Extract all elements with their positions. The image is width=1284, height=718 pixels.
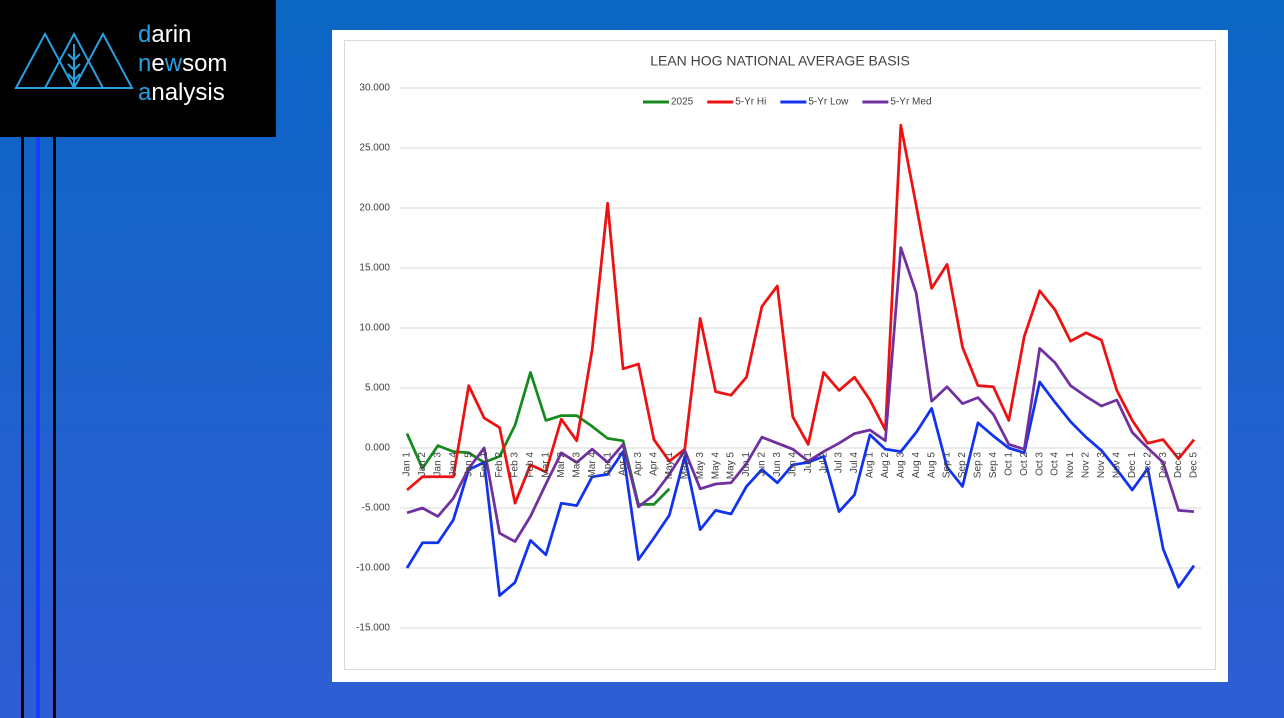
y-tick-label: 20.000 (359, 203, 390, 214)
x-tick-label: Jan 4 (448, 452, 459, 477)
y-tick-label: 30.000 (359, 83, 390, 94)
y-tick-label: -10.000 (356, 563, 390, 574)
x-tick-label: Jul 1 (803, 452, 814, 474)
logo-segment: arin (151, 21, 191, 48)
x-tick-label: Sep 3 (973, 452, 984, 479)
y-tick-label: 25.000 (359, 143, 390, 154)
x-tick-label: Jan 1 (402, 452, 413, 477)
x-tick-label: Aug 3 (895, 452, 906, 479)
logo-segment: nalysis (151, 79, 224, 106)
x-tick-label: May 4 (710, 452, 721, 480)
x-tick-label: Sep 4 (988, 452, 999, 479)
x-tick-label: Dec 5 (1189, 452, 1200, 479)
decor-line (53, 130, 56, 718)
x-tick-label: Jan 5 (463, 452, 474, 477)
y-tick-label: 5.000 (365, 383, 390, 394)
x-tick-label: Apr 2 (618, 452, 629, 476)
x-tick-label: Dec 2 (1142, 452, 1153, 479)
plot-border (344, 40, 1216, 670)
logo-mark (14, 31, 134, 89)
x-tick-label: Apr 4 (649, 452, 660, 476)
logo-line: darin (138, 21, 191, 48)
legend-label: 5-Yr Hi (735, 97, 766, 108)
x-tick-label: Feb 2 (494, 452, 505, 478)
legend-label: 5-Yr Low (808, 97, 849, 108)
legend-label: 5-Yr Med (890, 97, 931, 108)
x-tick-label: Jun 1 (741, 452, 752, 477)
x-tick-label: Oct 2 (1019, 452, 1030, 476)
x-tick-label: Nov 4 (1111, 452, 1122, 479)
logo-segment: n (138, 50, 151, 77)
x-tick-label: Apr 1 (602, 452, 613, 476)
logo-segment: a (138, 79, 152, 106)
x-tick-label: May 1 (664, 452, 675, 480)
x-tick-label: Feb 4 (525, 452, 536, 478)
x-tick-label: Jan 3 (433, 452, 444, 477)
logo-box (0, 0, 276, 137)
logo-segment: e (151, 50, 164, 77)
x-tick-label: Mar 1 (541, 452, 552, 478)
grid (399, 87, 1202, 629)
y-tick-label: 0.000 (365, 443, 390, 454)
x-tick-label: May 5 (726, 452, 737, 480)
x-tick-label: Nov 3 (1096, 452, 1107, 479)
chart-title: LEAN HOG NATIONAL AVERAGE BASIS (650, 53, 910, 69)
x-tick-label: Jul 3 (834, 452, 845, 474)
series-line (406, 246, 1195, 543)
x-tick-label: Jun 2 (757, 452, 768, 477)
x-tick-label: Sep 2 (957, 452, 968, 479)
x-tick-label: Mar 4 (587, 452, 598, 478)
x-tick-label: Oct 3 (1034, 452, 1045, 476)
x-tick-label: Aug 4 (911, 452, 922, 479)
logo-line: newsom (138, 50, 227, 77)
x-tick-label: Feb 1 (479, 452, 490, 478)
x-tick-label: Jul 4 (849, 452, 860, 474)
series-line (405, 380, 1196, 597)
x-tick-label: Aug 5 (926, 452, 937, 479)
y-tick-label: 15.000 (359, 263, 390, 274)
x-tick-label: Oct 4 (1050, 452, 1061, 476)
logo-segment: som (182, 50, 227, 77)
series-line (406, 123, 1196, 505)
x-tick-label: Oct 1 (1003, 452, 1014, 476)
x-tick-label: Aug 2 (880, 452, 891, 479)
x-tick-label: Feb 3 (510, 452, 521, 478)
labels: -15.000 -10.000 -5.000 0.000 5.000 10.000 15.0… (356, 83, 1200, 634)
x-tick-label: Jun 4 (787, 452, 798, 477)
legend: 2025 5-Yr Hi 5-Yr Low 5-Yr Med (643, 97, 932, 108)
x-tick-label: Nov 1 (1065, 452, 1076, 479)
decor-line (21, 130, 24, 718)
x-tick-label: Jun 3 (772, 452, 783, 477)
y-tick-label: -15.000 (356, 623, 390, 634)
legend-label: 2025 (671, 97, 694, 108)
logo-line: analysis (138, 79, 225, 106)
x-tick-label: Mar 3 (571, 452, 582, 478)
x-tick-label: Jan 2 (417, 452, 428, 477)
y-tick-label: -5.000 (362, 503, 391, 514)
y-tick-label: 10.000 (359, 323, 390, 334)
x-tick-label: Dec 4 (1173, 452, 1184, 479)
x-tick-label: Apr 3 (633, 452, 644, 476)
logo-segment: d (138, 21, 151, 48)
x-tick-label: Jul 2 (818, 452, 829, 474)
decor-line (36, 130, 40, 718)
x-tick-label: May 2 (679, 452, 690, 480)
x-tick-label: Dec 1 (1127, 452, 1138, 479)
x-tick-label: Dec 3 (1158, 452, 1169, 479)
x-tick-label: May 3 (695, 452, 706, 480)
lines (405, 123, 1196, 597)
x-tick-label: Nov 2 (1081, 452, 1092, 479)
logo-segment: w (164, 50, 183, 77)
x-tick-label: Sep 1 (942, 452, 953, 479)
x-tick-label: Aug 1 (865, 452, 876, 479)
x-tick-label: Mar 2 (556, 452, 567, 478)
